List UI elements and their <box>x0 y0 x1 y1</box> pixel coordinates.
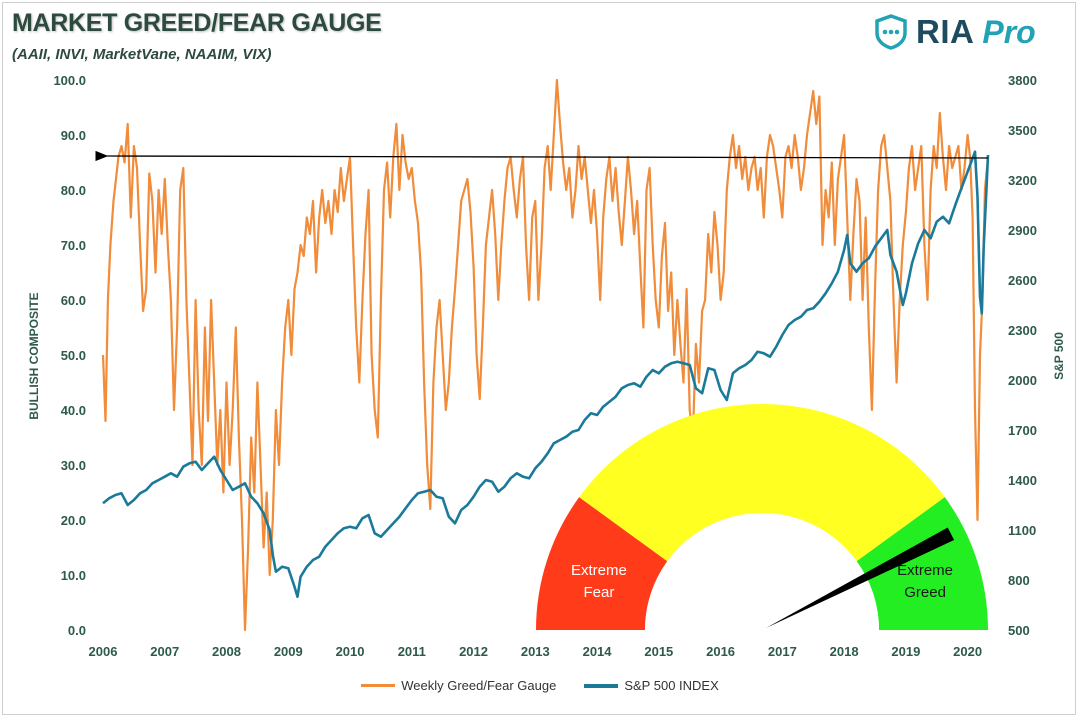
series-line-sp500 <box>102 150 990 598</box>
gauge-needle <box>766 527 955 628</box>
y-tick-label: 70.0 <box>61 238 86 253</box>
gauge-fear-label-line2: Fear <box>583 584 614 601</box>
y2-tick-label: 1100 <box>1008 523 1036 538</box>
y2-tick-label: 2900 <box>1008 223 1037 238</box>
gauge-segment-fear <box>536 497 668 630</box>
y2-tick-label: 2300 <box>1008 323 1037 338</box>
x-tick-label: 2016 <box>706 644 735 659</box>
y-tick-label: 100.0 <box>53 73 86 88</box>
x-tick-label: 2017 <box>768 644 797 659</box>
x-tick-label: 2015 <box>644 644 673 659</box>
x-tick-label: 2010 <box>336 644 365 659</box>
y2-tick-label: 1700 <box>1008 423 1037 438</box>
gauge-greed-label-line2: Greed <box>904 584 946 601</box>
x-tick-label: 2013 <box>521 644 550 659</box>
ria-pro-logo: RIA Pro <box>874 12 1036 52</box>
y-tick-label: 40.0 <box>61 403 86 418</box>
x-tick-label: 2014 <box>583 644 613 659</box>
gauge-segment-greed <box>856 497 988 630</box>
gauge-fear-label-line1: Extreme <box>571 562 627 579</box>
gauge-segment-neutral <box>579 403 945 562</box>
legend-item-greed-fear: Weekly Greed/Fear Gauge <box>361 678 556 693</box>
y-axis-ticks: 0.0 10.0 20.0 30.0 40.0 50.0 60.0 70.0 80.0 90.0 1… <box>53 73 86 638</box>
chart-legend: Weekly Greed/Fear Gauge S&P 500 INDEX <box>0 678 1080 693</box>
x-tick-label: 2009 <box>274 644 303 659</box>
y2-tick-label: 3800 <box>1008 73 1037 88</box>
y-tick-label: 50.0 <box>61 348 86 363</box>
y2-tick-label: 2600 <box>1008 273 1037 288</box>
reference-arrow-line <box>95 150 989 162</box>
y2-tick-label: 500 <box>1008 623 1030 638</box>
x-tick-label: 2007 <box>150 644 179 659</box>
legend-item-sp500: S&P 500 INDEX <box>584 678 719 693</box>
x-axis-ticks: 2006 2007 2008 2009 2010 2011 2012 2013 2014 2015… <box>89 644 983 659</box>
y-tick-label: 60.0 <box>61 293 86 308</box>
legend-swatch-sp500 <box>584 683 619 688</box>
y2-tick-label: 1400 <box>1008 473 1037 488</box>
legend-label-sp500: S&P 500 INDEX <box>624 678 719 693</box>
legend-swatch-greed-fear <box>361 684 396 687</box>
logo-text-ria: RIA <box>916 13 975 50</box>
gauge-greed-label-line1: Extreme <box>897 562 953 579</box>
greed-fear-gauge: Extreme Fear Extreme Greed <box>536 403 988 630</box>
y2-tick-label: 3500 <box>1008 123 1037 138</box>
x-tick-label: 2020 <box>953 644 982 659</box>
y-tick-label: 0.0 <box>68 623 86 638</box>
y2-tick-label: 2000 <box>1008 373 1037 388</box>
x-tick-label: 2011 <box>398 644 426 659</box>
y-tick-label: 90.0 <box>61 128 86 143</box>
y2-axis-ticks: 500 800 1100 1400 1700 2000 2300 2600 2900 3200 35… <box>1008 73 1037 638</box>
y-tick-label: 80.0 <box>61 183 86 198</box>
x-tick-label: 2006 <box>89 644 118 659</box>
x-tick-label: 2008 <box>212 644 241 659</box>
y-tick-label: 20.0 <box>61 513 86 528</box>
shield-chat-icon <box>875 14 907 50</box>
x-tick-label: 2018 <box>830 644 859 659</box>
legend-label-greed-fear: Weekly Greed/Fear Gauge <box>401 678 557 693</box>
y2-tick-label: 800 <box>1008 573 1030 588</box>
y-tick-label: 30.0 <box>61 458 86 473</box>
logo-text-pro: Pro <box>982 13 1036 50</box>
y2-axis-label: S&P 500 <box>1052 332 1066 380</box>
x-tick-label: 2012 <box>459 644 488 659</box>
chart-subtitle: (AAII, INVI, MarketVane, NAAIM, VIX) <box>12 46 272 63</box>
y2-tick-label: 3200 <box>1008 173 1037 188</box>
y-axis-label: BULLISH COMPOSITE <box>27 292 41 419</box>
x-tick-label: 2019 <box>891 644 920 659</box>
y-tick-label: 10.0 <box>61 568 86 583</box>
chart-title: MARKET GREED/FEAR GAUGE <box>12 9 382 37</box>
